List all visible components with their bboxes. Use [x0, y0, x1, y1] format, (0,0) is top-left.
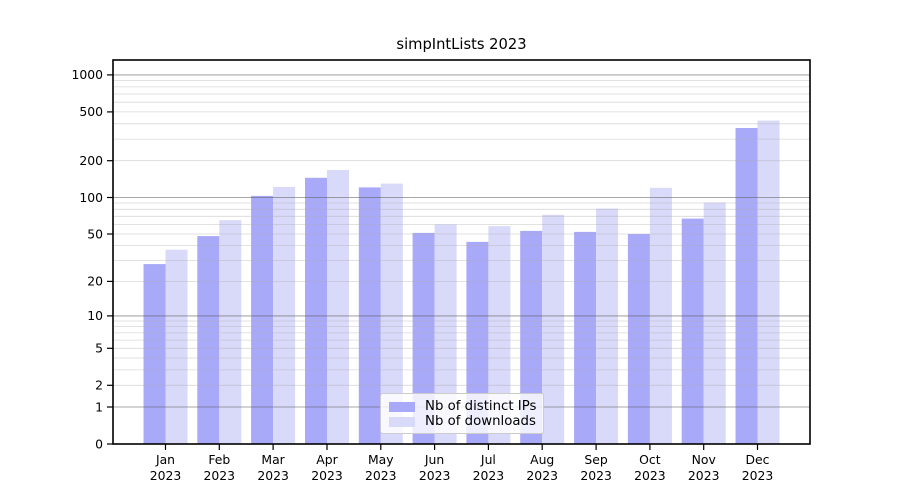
bar-series1-aug: [542, 214, 565, 444]
x-tick-label-year: 2023: [526, 468, 558, 483]
bar-series1-may: [380, 183, 403, 444]
bar-series1-jul: [488, 226, 511, 444]
y-tick-label: 1000: [71, 67, 103, 82]
x-tick-label-year: 2023: [634, 468, 666, 483]
x-tick-label-year: 2023: [473, 468, 505, 483]
bar-series1-nov: [703, 202, 726, 444]
x-tick-label-year: 2023: [580, 468, 612, 483]
x-tick-label-year: 2023: [419, 468, 451, 483]
x-tick-label-month: Apr: [316, 452, 338, 467]
bar-series0-aug: [520, 230, 543, 444]
y-tick-label: 0: [95, 436, 103, 451]
bar-series1-sep: [596, 208, 619, 444]
legend-swatch-distinct-ips: [389, 401, 415, 412]
bar-series1-jun: [434, 224, 457, 444]
x-tick-label-year: 2023: [365, 468, 397, 483]
bar-series0-dec: [735, 128, 758, 444]
legend-label-downloads: Nb of downloads: [425, 413, 536, 429]
legend: Nb of distinct IPs Nb of downloads: [380, 393, 544, 434]
x-tick-label-month: Nov: [692, 452, 716, 467]
x-tick-label-year: 2023: [311, 468, 343, 483]
bar-series0-apr: [305, 177, 327, 445]
bar-series1-apr: [327, 170, 349, 444]
legend-item-distinct-ips: Nb of distinct IPs: [389, 398, 537, 414]
bar-series1-feb: [219, 220, 242, 444]
plot-border: [112, 59, 811, 445]
x-tick-label-year: 2023: [688, 468, 720, 483]
bar-series0-nov: [681, 218, 704, 444]
bar-series1-dec: [757, 120, 780, 444]
x-tick-label-year: 2023: [150, 468, 182, 483]
x-tick-label-month: Jan: [155, 452, 175, 467]
bar-series0-mar: [251, 195, 274, 444]
y-tick-label: 50: [87, 226, 103, 241]
x-tick-label-month: Dec: [746, 452, 770, 467]
chart-title: simpIntLists 2023: [396, 36, 527, 53]
x-tick-label-year: 2023: [257, 468, 289, 483]
legend-item-downloads: Nb of downloads: [389, 413, 536, 429]
y-tick-label: 100: [79, 190, 103, 205]
legend-swatch-downloads: [389, 416, 415, 427]
x-tick-label-month: Feb: [208, 452, 230, 467]
x-tick-label-month: Oct: [639, 452, 661, 467]
x-tick-label-month: Aug: [530, 452, 554, 467]
y-tick-label: 200: [79, 153, 103, 168]
bar-series0-oct: [627, 234, 650, 444]
y-tick-label: 500: [79, 104, 103, 119]
x-tick-label-month: Sep: [584, 452, 607, 467]
bar-series0-feb: [197, 236, 220, 444]
bar-series0-jun: [412, 232, 435, 444]
y-tick-label: 10: [87, 308, 103, 323]
y-tick-label: 20: [87, 274, 103, 289]
x-tick-label-month: Jul: [480, 452, 496, 467]
x-tick-label-month: Jun: [424, 452, 444, 467]
bar-series0-sep: [574, 231, 597, 444]
y-tick-label: 5: [95, 341, 103, 356]
y-tick-label: 2: [95, 378, 103, 393]
bar-series1-jan: [165, 249, 188, 444]
x-tick-label-month: May: [368, 452, 394, 467]
x-tick-label-month: Mar: [261, 452, 285, 467]
x-tick-label-year: 2023: [742, 468, 774, 483]
bar-series0-jan: [143, 264, 166, 444]
y-tick-label: 1: [95, 399, 103, 414]
x-tick-label-year: 2023: [204, 468, 236, 483]
legend-label-distinct-ips: Nb of distinct IPs: [425, 398, 537, 414]
